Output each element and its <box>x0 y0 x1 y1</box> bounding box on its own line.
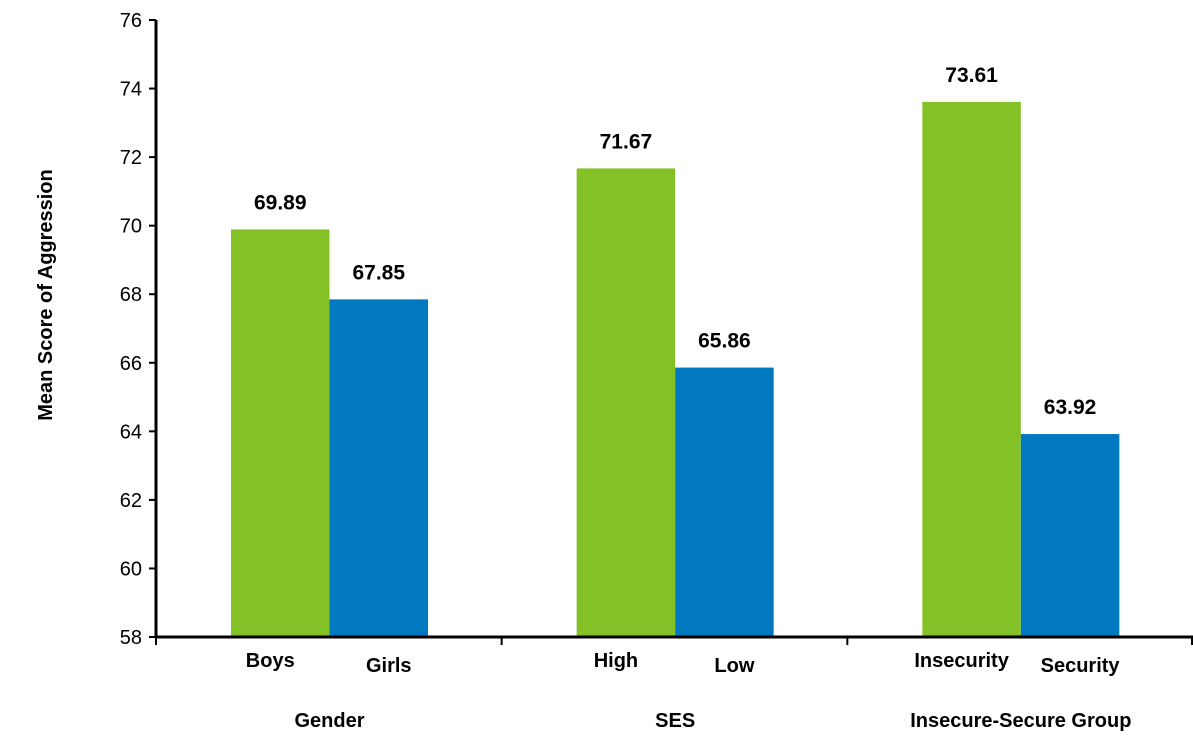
data-label: 67.85 <box>352 261 405 284</box>
x-tick-label: Insecurity <box>914 650 1009 672</box>
y-tick-label: 62 <box>120 490 142 512</box>
y-tick-label: 76 <box>120 10 142 32</box>
y-tick-label: 68 <box>120 284 142 306</box>
x-tick-label: Boys <box>246 650 295 672</box>
data-label: 69.89 <box>254 191 307 214</box>
x-tick-label: Low <box>714 655 754 677</box>
y-tick-label: 74 <box>120 79 142 101</box>
bar-girls <box>329 299 428 637</box>
x-group-label: Gender <box>294 710 364 732</box>
bar-boys <box>231 229 330 637</box>
y-tick-label: 60 <box>120 558 142 580</box>
bar-insecurity <box>922 101 1021 637</box>
x-group-label: Insecure-Secure Group <box>910 710 1131 732</box>
y-tick-label: 64 <box>120 421 142 443</box>
labels-layer: 58 60 62 64 66 68 70 72 74 76 69.89 Boys 67.85 Girls G… <box>120 10 1132 732</box>
data-label: 65.86 <box>698 330 751 353</box>
x-tick-label: High <box>594 650 638 672</box>
bar-high <box>576 168 676 637</box>
y-tick-label: 58 <box>120 627 142 649</box>
y-tick-label: 72 <box>120 147 142 169</box>
bar-security <box>1020 434 1120 637</box>
bar-low <box>675 367 774 637</box>
x-tick-label: Security <box>1041 655 1121 677</box>
y-tick-label: 70 <box>120 216 142 238</box>
y-axis-label: Mean Score of Aggression <box>35 169 57 421</box>
x-group-label: SES <box>655 710 695 732</box>
y-tick-label: 66 <box>120 353 142 375</box>
axes-layer <box>149 19 1193 645</box>
x-tick-label: Girls <box>366 655 412 677</box>
data-label: 63.92 <box>1044 396 1097 419</box>
bars-layer <box>231 101 1120 637</box>
data-label: 71.67 <box>600 130 653 153</box>
data-label: 73.61 <box>945 64 998 87</box>
